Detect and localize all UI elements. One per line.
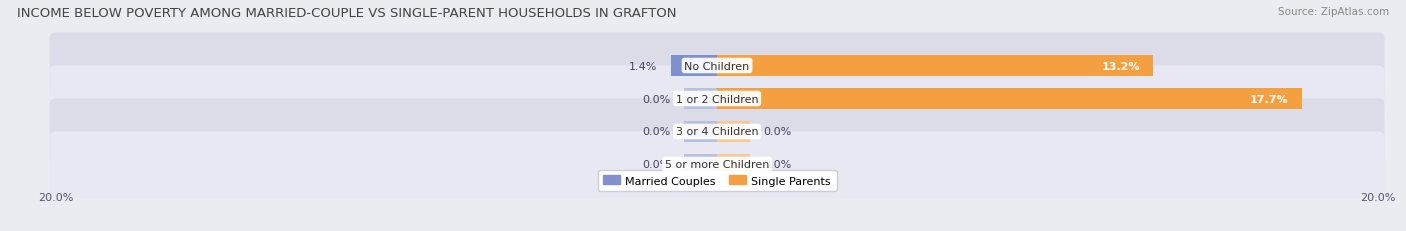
Bar: [671, 56, 717, 76]
FancyBboxPatch shape: [49, 99, 1385, 165]
Bar: [717, 56, 1153, 76]
Text: Source: ZipAtlas.com: Source: ZipAtlas.com: [1278, 7, 1389, 17]
Text: 0.0%: 0.0%: [643, 160, 671, 170]
Text: 0.0%: 0.0%: [763, 160, 792, 170]
Text: 1 or 2 Children: 1 or 2 Children: [676, 94, 758, 104]
Bar: [717, 155, 751, 175]
Bar: [685, 155, 717, 175]
Bar: [685, 122, 717, 142]
Bar: [717, 122, 751, 142]
Text: 0.0%: 0.0%: [763, 127, 792, 137]
Text: 3 or 4 Children: 3 or 4 Children: [676, 127, 758, 137]
Legend: Married Couples, Single Parents: Married Couples, Single Parents: [598, 170, 837, 191]
FancyBboxPatch shape: [49, 33, 1385, 99]
Text: 5 or more Children: 5 or more Children: [665, 160, 769, 170]
Text: INCOME BELOW POVERTY AMONG MARRIED-COUPLE VS SINGLE-PARENT HOUSEHOLDS IN GRAFTON: INCOME BELOW POVERTY AMONG MARRIED-COUPL…: [17, 7, 676, 20]
FancyBboxPatch shape: [49, 66, 1385, 132]
Text: 0.0%: 0.0%: [643, 127, 671, 137]
Bar: [717, 89, 1302, 109]
Text: No Children: No Children: [685, 61, 749, 71]
Text: 0.0%: 0.0%: [643, 94, 671, 104]
Text: 1.4%: 1.4%: [630, 61, 658, 71]
Bar: [685, 89, 717, 109]
Text: 17.7%: 17.7%: [1250, 94, 1289, 104]
FancyBboxPatch shape: [49, 132, 1385, 198]
Text: 13.2%: 13.2%: [1101, 61, 1140, 71]
